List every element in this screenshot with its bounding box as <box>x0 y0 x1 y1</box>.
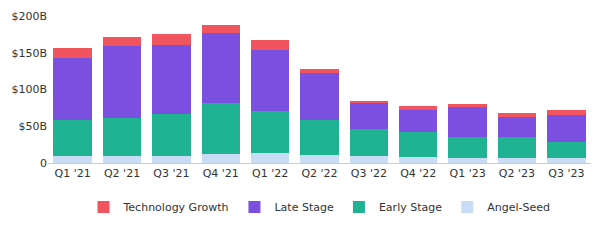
svg-text:Q1 '21: Q1 '21 <box>55 167 91 180</box>
svg-text:Technology Growth: Technology Growth <box>123 201 229 214</box>
svg-text:$200B: $200B <box>11 10 47 23</box>
svg-text:Q1 '22: Q1 '22 <box>252 167 288 180</box>
svg-text:Late Stage: Late Stage <box>274 201 333 214</box>
svg-text:Q3 '22: Q3 '22 <box>351 167 387 180</box>
svg-text:Early Stage: Early Stage <box>379 201 442 214</box>
svg-text:$150B: $150B <box>11 47 47 60</box>
svg-text:Q3 '21: Q3 '21 <box>153 167 189 180</box>
svg-text:Q4 '22: Q4 '22 <box>400 167 436 180</box>
svg-text:Q2 '22: Q2 '22 <box>301 167 337 180</box>
svg-text:Q2 '23: Q2 '23 <box>499 167 535 180</box>
svg-text:$50B: $50B <box>18 120 47 133</box>
svg-text:0: 0 <box>40 157 47 170</box>
svg-text:Angel-Seed: Angel-Seed <box>487 201 550 214</box>
svg-text:$100B: $100B <box>11 83 47 96</box>
svg-text:Q4 '21: Q4 '21 <box>203 167 239 180</box>
svg-text:Q1 '23: Q1 '23 <box>449 167 485 180</box>
svg-text:Q2 '21: Q2 '21 <box>104 167 140 180</box>
svg-text:Q3 '23: Q3 '23 <box>548 167 584 180</box>
